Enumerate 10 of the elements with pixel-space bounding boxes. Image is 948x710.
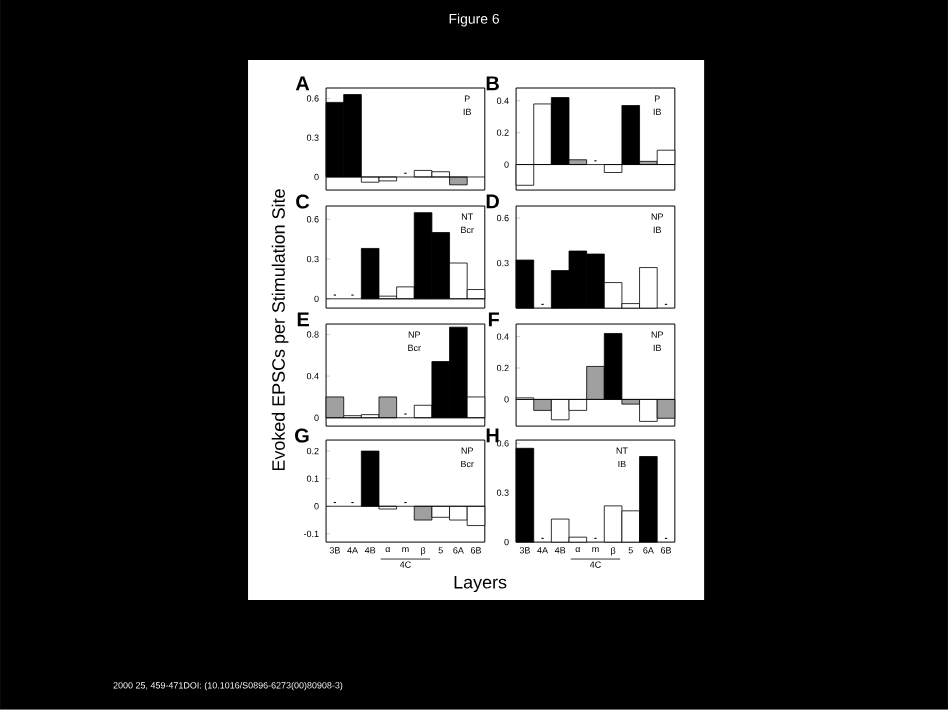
chart-title: F xyxy=(488,312,500,327)
chart-title: A xyxy=(295,76,310,91)
chart-title: B xyxy=(486,76,499,91)
chart-title: D xyxy=(486,194,499,209)
chart-title: H xyxy=(486,428,499,443)
chart-title: G xyxy=(295,428,309,443)
y-axis-title: Evoked EPSCs per Stimulation Site xyxy=(271,189,289,471)
x-axis-title: Layers xyxy=(454,576,507,593)
chart-title: C xyxy=(296,194,310,209)
chart-title: E xyxy=(297,312,309,327)
